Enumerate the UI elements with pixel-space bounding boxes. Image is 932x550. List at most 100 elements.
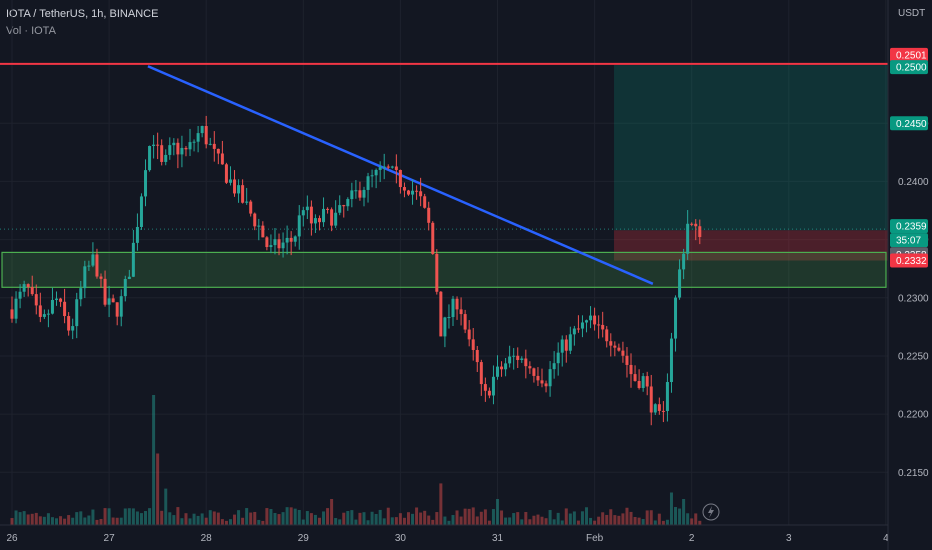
- candle: [585, 319, 589, 333]
- candle: [322, 197, 326, 227]
- candle: [67, 312, 71, 336]
- candle: [22, 280, 26, 297]
- volume-bar: [682, 499, 686, 525]
- volume-bar: [568, 513, 572, 525]
- volume-bar: [496, 499, 499, 525]
- volume-bar: [415, 507, 419, 525]
- volume-bar: [99, 518, 103, 525]
- volume-bar: [208, 510, 212, 525]
- candle: [253, 212, 257, 231]
- candle: [552, 351, 556, 379]
- volume-bar: [394, 517, 398, 525]
- volume-bar: [548, 510, 552, 525]
- candle: [504, 358, 508, 377]
- candle: [237, 179, 241, 203]
- candle: [38, 292, 42, 323]
- volume-bar: [135, 511, 139, 525]
- volume-bar: [540, 516, 544, 525]
- candle: [382, 153, 386, 180]
- volume-bar: [556, 512, 560, 525]
- candle: [10, 296, 14, 323]
- candle: [245, 187, 249, 205]
- candle: [665, 373, 669, 422]
- candle: [297, 205, 301, 250]
- candle: [621, 341, 625, 363]
- volume-bar: [609, 509, 613, 525]
- volume-bar: [605, 514, 609, 525]
- volume-bar: [180, 518, 184, 525]
- volume-bar: [358, 512, 362, 525]
- volume-bar: [216, 512, 220, 525]
- candle: [544, 380, 548, 393]
- candle: [447, 304, 451, 329]
- candle: [184, 146, 188, 157]
- candle: [674, 295, 678, 352]
- take-profit-zone: [614, 65, 888, 231]
- x-tick-label: Feb: [586, 533, 604, 544]
- volume-bar: [176, 507, 180, 525]
- candle: [249, 199, 253, 217]
- volume-bar: [674, 507, 678, 525]
- candle: [354, 180, 358, 199]
- volume-bar: [309, 513, 313, 525]
- volume-bar: [297, 509, 301, 525]
- volume-bar: [127, 508, 131, 525]
- candle: [617, 343, 621, 352]
- volume-bar: [431, 519, 435, 525]
- volume-bar: [204, 517, 208, 525]
- volume-bar: [144, 511, 148, 525]
- volume-bar: [330, 499, 334, 525]
- candle: [285, 225, 289, 255]
- volume-bar: [237, 510, 241, 525]
- volume-bar: [386, 507, 390, 525]
- volume-bar: [301, 519, 305, 525]
- price-tag: 0.2450: [890, 116, 928, 131]
- candle: [568, 326, 572, 355]
- chart-grid: [0, 0, 888, 525]
- candle: [111, 294, 115, 303]
- candle: [698, 219, 702, 245]
- price-tag: 0.2500: [890, 60, 928, 75]
- candle: [200, 125, 204, 138]
- volume-bar: [79, 511, 83, 525]
- volume-bar: [107, 508, 111, 525]
- volume-bar: [516, 512, 520, 525]
- candle: [463, 309, 467, 334]
- candle: [524, 349, 528, 379]
- volume-bar: [580, 511, 584, 525]
- price-tag: 0.2359: [890, 219, 928, 234]
- candle: [123, 275, 127, 302]
- candle: [281, 232, 285, 258]
- volume-bar: [500, 510, 504, 525]
- candle: [91, 242, 95, 268]
- lightning-icon[interactable]: [702, 503, 720, 521]
- volume-bar: [641, 519, 645, 525]
- candle: [633, 365, 637, 382]
- candle: [597, 315, 601, 339]
- volume-bar: [601, 512, 605, 525]
- candle: [411, 179, 415, 205]
- volume-bar: [148, 508, 152, 525]
- price-tag: 0.2332: [890, 253, 928, 268]
- candle: [394, 154, 398, 184]
- candle: [605, 326, 609, 348]
- volume-bar: [504, 517, 508, 525]
- candle: [261, 221, 265, 238]
- candle: [536, 367, 540, 386]
- volume-bar: [508, 517, 512, 525]
- candle: [228, 166, 232, 186]
- volume-bar: [269, 509, 273, 525]
- price-tag-label: 0.2501: [896, 50, 927, 61]
- candle: [204, 115, 208, 149]
- volume-bar: [293, 508, 297, 525]
- volume-bar: [123, 508, 127, 525]
- volume-bar: [694, 513, 698, 525]
- volume-bar: [228, 519, 232, 525]
- volume-bar: [564, 508, 568, 525]
- volume-bar: [354, 519, 358, 525]
- volume-bar: [285, 507, 289, 525]
- candle: [164, 149, 168, 166]
- candle: [516, 347, 520, 369]
- candle: [686, 210, 690, 260]
